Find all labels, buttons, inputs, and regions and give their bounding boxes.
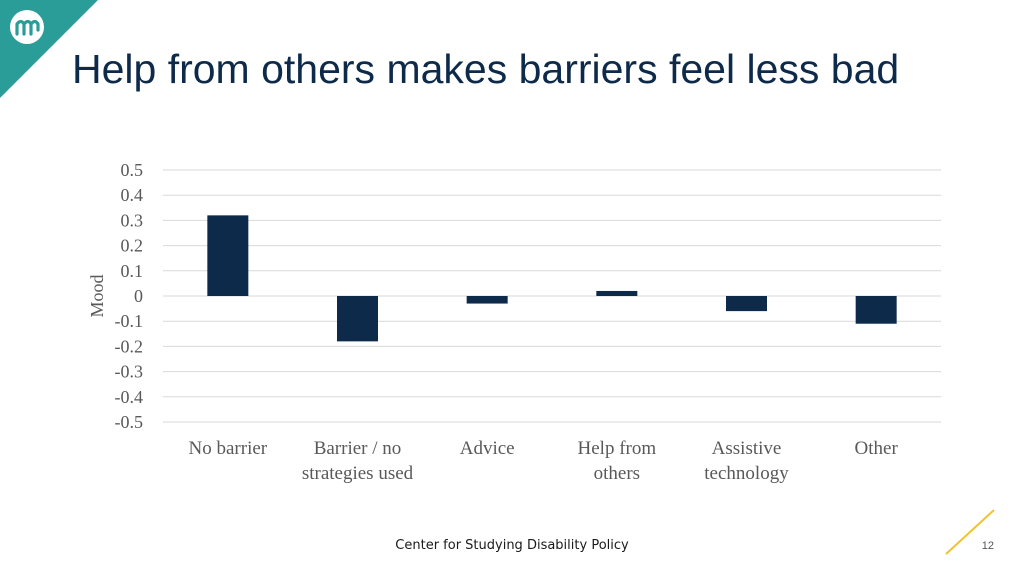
y-tick-label: 0.4 xyxy=(121,185,144,205)
bar xyxy=(596,290,638,296)
slide-title: Help from others makes barriers feel les… xyxy=(72,46,900,92)
bar xyxy=(337,296,378,342)
bar xyxy=(207,215,249,296)
y-tick-label: -0.1 xyxy=(115,311,144,331)
category-label: Help from xyxy=(578,438,657,459)
y-tick-label: -0.5 xyxy=(115,412,144,432)
mathematica-logo-icon xyxy=(10,10,44,44)
category-label: Other xyxy=(855,438,899,459)
category-label: strategies used xyxy=(302,463,414,484)
bar-chart: 0.5 0.4 0.3 0.2 0.1 0 -0.1 -0.2 -0.3 -0.4 -0.5 Mood… xyxy=(87,160,941,484)
bar xyxy=(726,296,767,312)
y-tick-label: 0 xyxy=(134,286,143,306)
category-label: No barrier xyxy=(189,438,268,459)
footer-text: Center for Studying Disability Policy xyxy=(395,538,629,553)
bar xyxy=(466,296,508,304)
category-label: others xyxy=(594,463,640,484)
y-tick-label: 0.2 xyxy=(121,236,144,256)
accent-line xyxy=(945,509,995,555)
bar xyxy=(855,296,897,324)
category-label: Barrier / no xyxy=(314,438,402,459)
corner-logo xyxy=(0,0,98,98)
y-tick-label: -0.4 xyxy=(115,387,144,407)
category-label: Assistive xyxy=(712,438,782,459)
y-tick-label: -0.3 xyxy=(115,362,144,382)
y-tick-label: 0.3 xyxy=(121,210,144,230)
y-axis-label: Mood xyxy=(87,274,107,317)
page-number: 12 xyxy=(981,540,994,552)
y-tick-label: -0.2 xyxy=(115,336,144,356)
y-tick-label: 0.1 xyxy=(121,261,144,281)
category-label: Advice xyxy=(460,438,515,459)
category-label: technology xyxy=(704,463,789,484)
y-tick-label: 0.5 xyxy=(121,160,144,180)
